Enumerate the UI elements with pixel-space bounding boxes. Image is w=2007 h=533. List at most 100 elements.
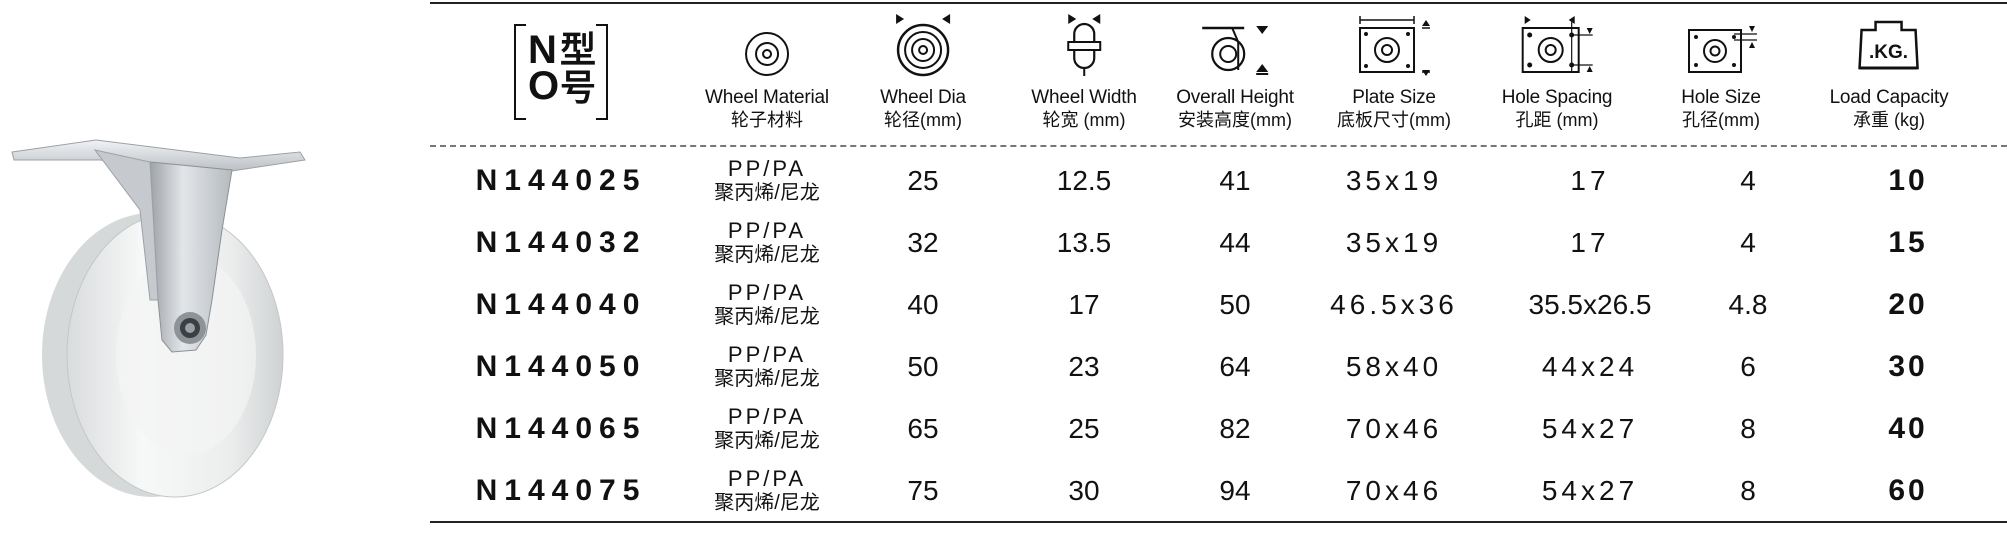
header-en: Wheel Material: [705, 87, 829, 108]
header-cn: 孔径(mm): [1682, 110, 1760, 130]
height-cell: 50: [1219, 289, 1251, 320]
hole-size-cell: 8: [1740, 475, 1756, 506]
material-en: PP/PA: [727, 280, 807, 305]
model-cell: N144025: [475, 164, 647, 197]
material-en: PP/PA: [727, 342, 807, 367]
header-en: Load Capacity: [1829, 87, 1949, 108]
dia-cell: 65: [907, 413, 939, 444]
dia-cell: 40: [907, 289, 939, 320]
material-cn: 聚丙烯/尼龙: [714, 368, 820, 390]
model-mark-hao: 号: [560, 67, 597, 108]
header-en: Wheel Width: [1031, 87, 1137, 108]
material-cell: PP/PA 聚丙烯/尼龙: [714, 212, 820, 274]
header-wheel-dia: Wheel Dia 轮径(mm): [880, 8, 966, 140]
model-mark-o: O: [528, 64, 560, 108]
material-cell: PP/PA 聚丙烯/尼龙: [714, 336, 820, 398]
header-en: Wheel Dia: [880, 87, 966, 108]
model-cell: N144032: [475, 226, 647, 259]
header-cn: 轮宽 (mm): [1042, 110, 1126, 130]
height-cell: 94: [1219, 475, 1251, 506]
material-cell: PP/PA 聚丙烯/尼龙: [714, 150, 820, 212]
material-cn: 聚丙烯/尼龙: [714, 182, 820, 204]
plate-cell: 46.5x36: [1330, 289, 1458, 320]
table-row: N144040 PP/PA 聚丙烯/尼龙 40 17 50 46.5x36 35…: [430, 274, 2007, 336]
header-en: Hole Spacing: [1501, 87, 1613, 108]
width-cell: 12.5: [1056, 165, 1112, 196]
material-cn: 聚丙烯/尼龙: [714, 492, 820, 514]
model-number-header: N O 型 号: [514, 22, 608, 122]
header-overall-height: Overall Height 安装高度(mm): [1176, 8, 1294, 140]
material-cell: PP/PA 聚丙烯/尼龙: [714, 274, 820, 336]
header-wheel-material: Wheel Material 轮子材料: [705, 8, 829, 140]
hole-spacing-cell: 35.5x26.5: [1528, 289, 1652, 320]
overall-height-icon: [1176, 8, 1294, 78]
model-mark-n: N: [528, 28, 557, 72]
hole-size-cell: 4: [1740, 227, 1756, 258]
height-cell: 64: [1219, 351, 1251, 382]
header-cn: 轮径(mm): [884, 110, 962, 130]
plate-cell: 58x40: [1345, 351, 1443, 382]
hole-size-cell: 6: [1740, 351, 1756, 382]
model-cell: N144050: [475, 350, 647, 383]
header-plate-size: Plate Size 底板尺寸(mm): [1337, 8, 1451, 140]
material-cn: 聚丙烯/尼龙: [714, 244, 820, 266]
hole-spacing-cell: 54x27: [1541, 475, 1639, 506]
material-en: PP/PA: [727, 466, 807, 491]
material-en: PP/PA: [727, 404, 807, 429]
hole-spacing-cell: 17: [1570, 165, 1610, 196]
header-cn: 轮子材料: [730, 110, 803, 130]
header-wheel-width: Wheel Width 轮宽 (mm): [1031, 8, 1137, 140]
header-hole-spacing: Hole Spacing 孔距 (mm): [1502, 8, 1613, 140]
plate-size-icon: [1337, 8, 1451, 78]
load-cell: 15: [1888, 226, 1928, 259]
dia-cell: 50: [907, 351, 939, 382]
table-row: N144050 PP/PA 聚丙烯/尼龙 50 23 64 58x40 44x2…: [430, 336, 2007, 398]
header-hole-size: Hole Size 孔径(mm): [1681, 8, 1761, 140]
plate-cell: 35x19: [1345, 227, 1443, 258]
material-cn: 聚丙烯/尼龙: [714, 430, 820, 452]
load-cell: 30: [1888, 350, 1928, 383]
header-load-capacity: .KG. Load Capacity 承重 (kg): [1830, 8, 1949, 140]
bottom-rule: [430, 521, 2007, 523]
load-cell: 20: [1888, 288, 1928, 321]
model-cell: N144075: [475, 474, 647, 507]
top-rule: [430, 2, 2007, 4]
hole-spacing-cell: 44x24: [1541, 351, 1639, 382]
load-icon-label: .KG.: [1869, 42, 1908, 63]
table-row: N144075 PP/PA 聚丙烯/尼龙 75 30 94 70x46 54x2…: [430, 460, 2007, 522]
hole-size-icon: [1681, 8, 1761, 78]
model-cell: N144065: [475, 412, 647, 445]
model-cell: N144040: [475, 288, 647, 321]
wheel-diameter-icon: [880, 8, 966, 78]
width-cell: 30: [1068, 475, 1100, 506]
hole-size-cell: 4: [1740, 165, 1756, 196]
width-cell: 23: [1068, 351, 1100, 382]
header-en: Hole Size: [1681, 87, 1761, 108]
hole-spacing-icon: [1502, 8, 1613, 78]
height-cell: 44: [1219, 227, 1251, 258]
load-weight-icon: .KG.: [1830, 8, 1949, 78]
width-cell: 25: [1068, 413, 1100, 444]
dia-cell: 32: [907, 227, 939, 258]
load-cell: 40: [1888, 412, 1928, 445]
header-cn: 孔距 (mm): [1515, 110, 1599, 130]
header-cn: 承重 (kg): [1853, 110, 1925, 130]
model-mark-xing: 型: [560, 29, 597, 70]
load-cell: 10: [1888, 164, 1928, 197]
table-row: N144025 PP/PA 聚丙烯/尼龙 25 12.5 41 35x19 17…: [430, 150, 2007, 212]
hole-spacing-cell: 17: [1570, 227, 1610, 258]
wheel-face-icon: [705, 8, 829, 78]
hole-spacing-cell: 54x27: [1541, 413, 1639, 444]
header-en: Overall Height: [1176, 87, 1294, 108]
plate-cell: 35x19: [1345, 165, 1443, 196]
plate-cell: 70x46: [1345, 413, 1443, 444]
height-cell: 41: [1219, 165, 1251, 196]
load-cell: 60: [1888, 474, 1928, 507]
header-cn: 安装高度(mm): [1178, 110, 1292, 130]
material-cell: PP/PA 聚丙烯/尼龙: [714, 398, 820, 460]
caster-illustration: [11, 139, 306, 498]
product-image-rigid-caster: [0, 0, 430, 528]
height-cell: 82: [1219, 413, 1251, 444]
material-en: PP/PA: [727, 156, 807, 181]
dia-cell: 75: [907, 475, 939, 506]
